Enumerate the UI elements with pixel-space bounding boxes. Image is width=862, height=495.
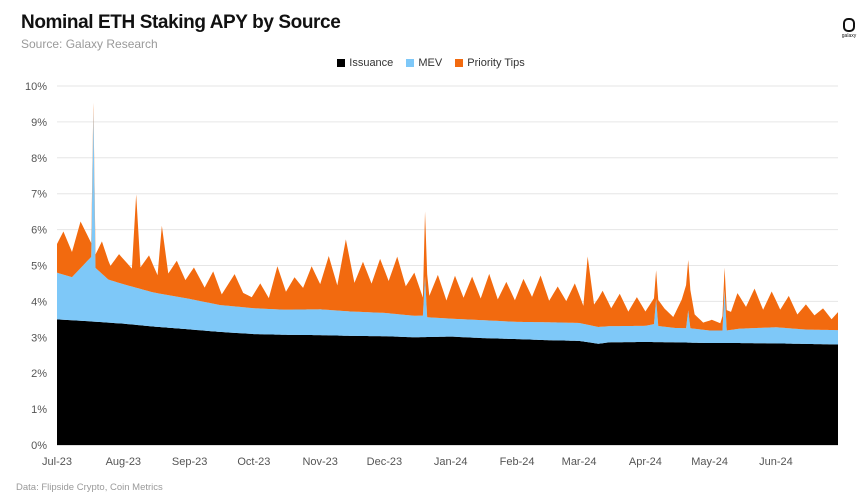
galaxy-logo-text: galaxy (841, 33, 857, 39)
x-tick-label: Jan-24 (434, 456, 468, 468)
chart-legend: Issuance MEV Priority Tips (0, 57, 862, 70)
x-tick-label: Aug-23 (106, 456, 141, 468)
legend-swatch-issuance (337, 59, 346, 67)
legend-label-mev: MEV (418, 57, 443, 69)
x-tick-label: Jun-24 (759, 456, 793, 468)
y-tick-label: 10% (25, 81, 47, 93)
legend-label-priority-tips: Priority Tips (467, 57, 525, 69)
y-tick-label: 1% (31, 404, 47, 416)
area-mev (57, 109, 838, 345)
x-tick-label: Dec-23 (367, 456, 402, 468)
y-tick-label: 3% (31, 332, 47, 344)
x-tick-label: Sep-23 (172, 456, 207, 468)
legend-label-issuance: Issuance (349, 57, 394, 69)
data-source-footer: Data: Flipside Crypto, Coin Metrics (16, 482, 163, 493)
legend-item-mev: MEV (406, 57, 442, 69)
chart-title: Nominal ETH Staking APY by Source (21, 12, 341, 33)
y-tick-label: 2% (31, 368, 47, 380)
y-tick-label: 5% (31, 261, 47, 273)
area-series (57, 102, 838, 445)
legend-item-priority-tips: Priority Tips (455, 57, 525, 69)
y-tick-label: 9% (31, 117, 47, 129)
x-tick-label: May-24 (691, 456, 728, 468)
x-tick-label: Oct-23 (237, 456, 270, 468)
legend-swatch-priority-tips (455, 59, 464, 67)
y-tick-label: 0% (31, 440, 47, 452)
y-tick-label: 4% (31, 296, 47, 308)
y-tick-label: 6% (31, 225, 47, 237)
area-issuance (57, 319, 838, 445)
y-tick-label: 8% (31, 153, 47, 165)
legend-swatch-mev (406, 59, 415, 67)
galaxy-logo-icon (843, 18, 855, 32)
x-tick-label: Feb-24 (500, 456, 535, 468)
x-tick-label: Mar-24 (562, 456, 597, 468)
galaxy-logo: galaxy (838, 18, 860, 39)
axis-labels: 0% 1% 2% 3% 4% 5% 6% 7% 8% 9% 10% Jul-23 Aug-23 Sep-2… (25, 81, 793, 468)
legend-item-issuance: Issuance (337, 57, 393, 69)
area-priority-tips (57, 102, 838, 331)
x-tick-label: Jul-23 (42, 456, 72, 468)
x-tick-label: Apr-24 (629, 456, 662, 468)
chart-subtitle: Source: Galaxy Research (21, 37, 158, 51)
x-tick-label: Nov-23 (302, 456, 337, 468)
y-tick-label: 7% (31, 189, 47, 201)
